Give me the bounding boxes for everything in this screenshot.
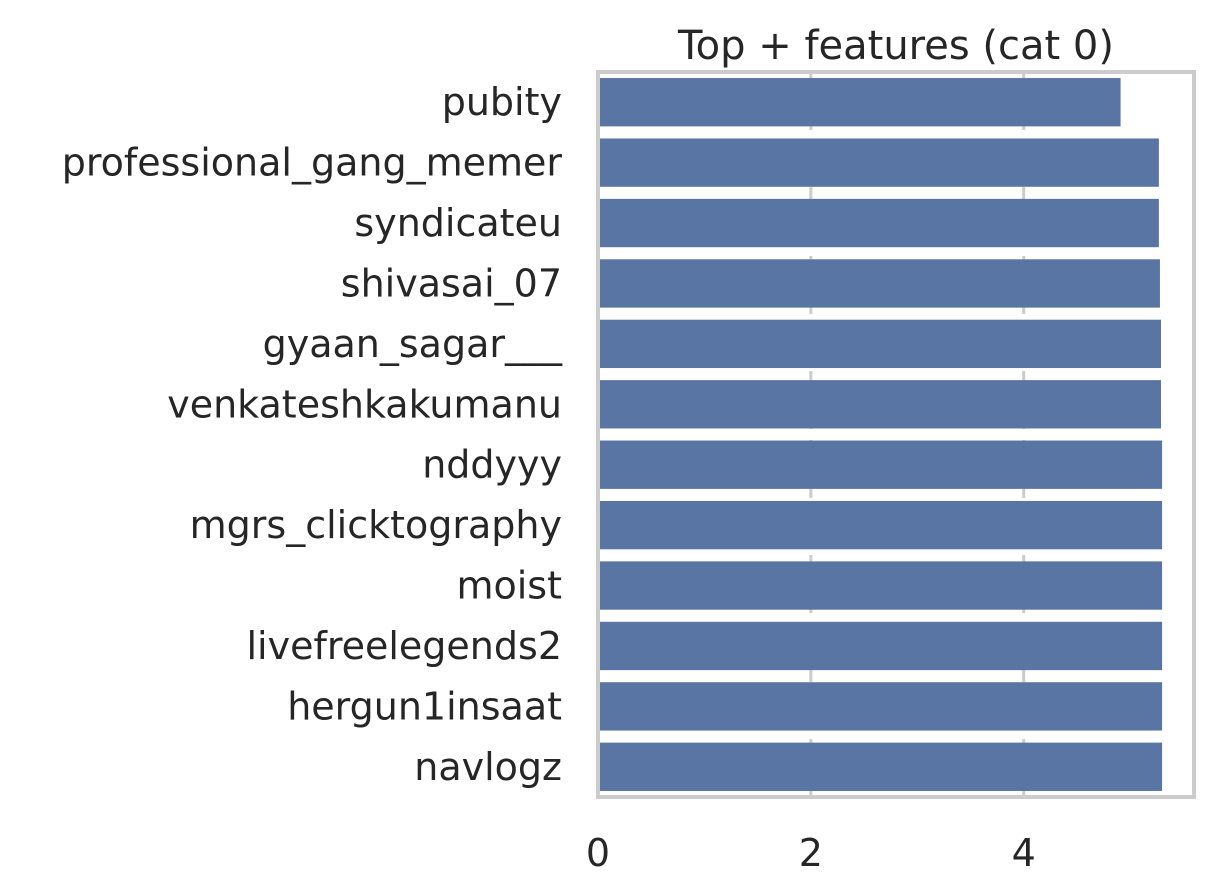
x-tick-label-0: 0 [586, 831, 610, 875]
bar-livefreelegends2 [598, 621, 1163, 671]
x-tick-label-4: 4 [1012, 831, 1036, 875]
y-tick-label-professional_gang_memer: professional_gang_memer [62, 141, 563, 185]
x-tick-label-2: 2 [799, 831, 823, 875]
bar-venkateshkakumanu [598, 380, 1162, 429]
y-tick-label-syndicateu: syndicateu [354, 201, 562, 245]
x-tick-labels: 0 2 4 [586, 831, 1036, 875]
y-tick-label-shivasai_07: shivasai_07 [341, 261, 562, 305]
chart-title: Top + features (cat 0) [677, 23, 1114, 69]
y-tick-label-navlogz: navlogz [414, 745, 562, 789]
bar-navlogz [598, 742, 1163, 791]
y-tick-label-mgrs_clicktography: mgrs_clicktography [190, 503, 562, 547]
bar-hergun1insaat [598, 682, 1163, 731]
y-tick-label-moist: moist [456, 564, 562, 608]
y-tick-label-nddyyy: nddyyy [422, 443, 562, 487]
y-tick-label-venkateshkakumanu: venkateshkakumanu [167, 382, 562, 426]
grid-lines [809, 72, 1026, 797]
bar-moist [598, 561, 1163, 610]
bar-mgrs_clicktography [598, 500, 1163, 550]
bar-shivasai_07 [598, 259, 1160, 308]
bar-nddyyy [598, 440, 1163, 489]
y-tick-label-livefreelegends2: livefreelegends2 [246, 624, 562, 668]
bars [598, 78, 1163, 791]
y-tick-labels: pubity professional_gang_memer syndicateu s… [62, 80, 563, 789]
y-tick-label-hergun1insaat: hergun1insaat [287, 684, 562, 728]
y-tick-label-pubity: pubity [442, 80, 562, 124]
plot-frame [596, 70, 1196, 799]
bar-gyaan_sagar___ [598, 319, 1162, 369]
y-tick-label-gyaan_sagar___: gyaan_sagar___ [263, 322, 563, 366]
bar-professional_gang_memer [598, 138, 1159, 187]
bar-pubity [598, 78, 1121, 127]
bar-syndicateu [598, 198, 1159, 248]
